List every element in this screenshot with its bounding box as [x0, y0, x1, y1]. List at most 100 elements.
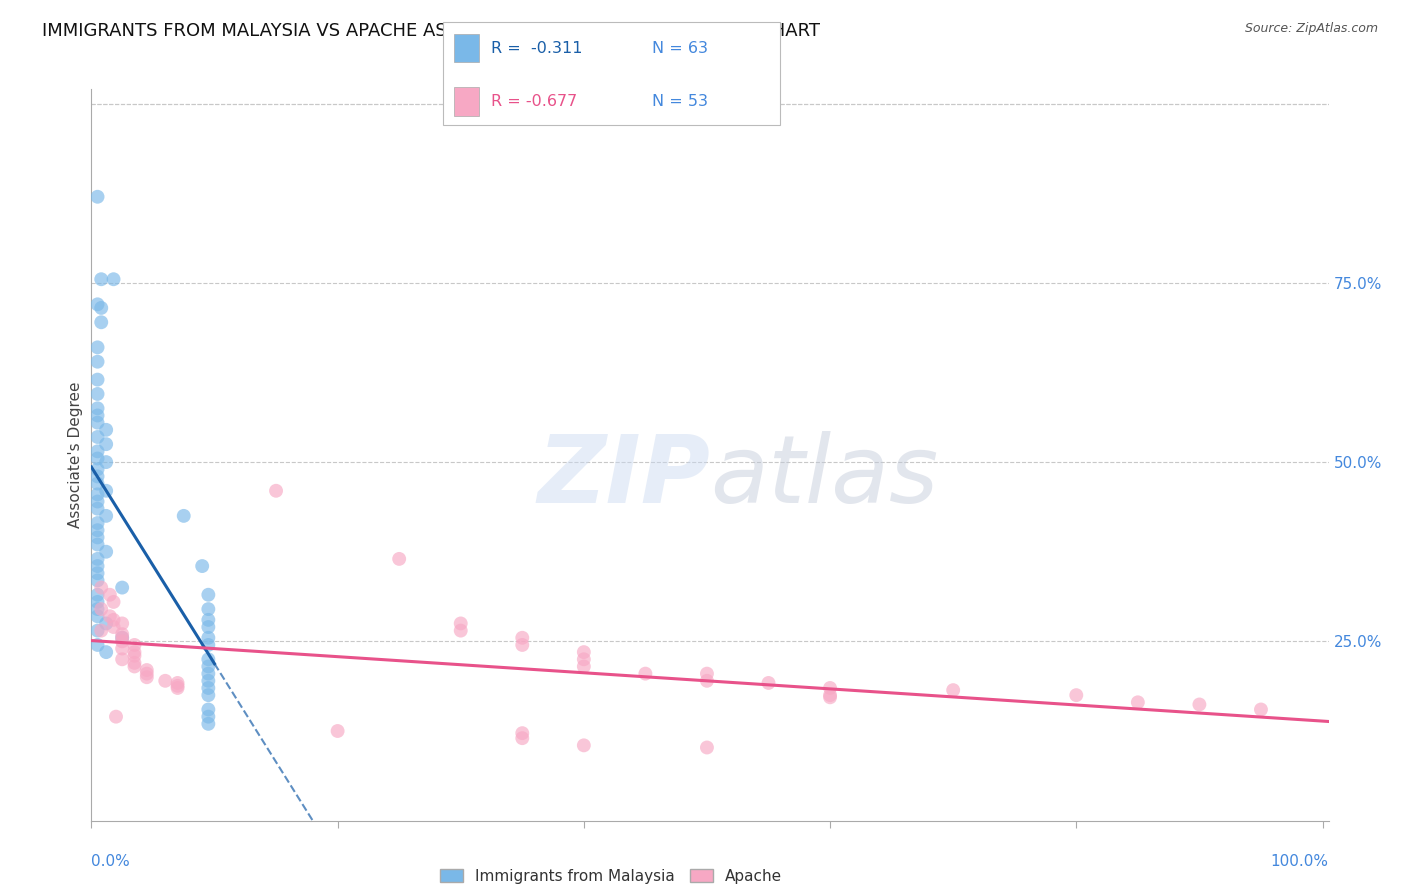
Point — [1188, 698, 1211, 712]
Point — [696, 666, 718, 681]
Point — [197, 631, 219, 645]
Point — [86, 559, 108, 574]
Point — [197, 588, 219, 602]
Point — [86, 574, 108, 588]
Point — [197, 681, 219, 695]
Point — [197, 716, 219, 731]
Legend: Immigrants from Malaysia, Apache: Immigrants from Malaysia, Apache — [433, 863, 789, 890]
Point — [86, 624, 108, 638]
Text: atlas: atlas — [710, 432, 938, 523]
Point — [86, 340, 108, 354]
Point — [86, 530, 108, 544]
Point — [86, 609, 108, 624]
Point — [388, 552, 411, 566]
Point — [197, 620, 219, 634]
Point — [86, 297, 108, 311]
Point — [86, 409, 108, 423]
Point — [86, 552, 108, 566]
Point — [197, 638, 219, 652]
Point — [96, 508, 118, 523]
Point — [111, 627, 134, 641]
Point — [103, 613, 125, 627]
Point — [86, 354, 108, 368]
Point — [197, 602, 219, 616]
Point — [86, 430, 108, 444]
Point — [696, 740, 718, 755]
Point — [86, 401, 108, 416]
Point — [166, 676, 188, 690]
Point — [86, 476, 108, 491]
Point — [634, 666, 657, 681]
Point — [86, 373, 108, 387]
Point — [103, 595, 125, 609]
Point — [111, 581, 134, 595]
Point — [90, 272, 112, 286]
Point — [105, 709, 128, 723]
Point — [124, 656, 146, 670]
Point — [696, 673, 718, 688]
Point — [86, 501, 108, 516]
Point — [124, 645, 146, 659]
Point — [111, 631, 134, 645]
Point — [572, 739, 595, 753]
Point — [135, 670, 157, 684]
Text: 100.0%: 100.0% — [1271, 854, 1329, 869]
Y-axis label: Associate's Degree: Associate's Degree — [67, 382, 83, 528]
Point — [86, 595, 108, 609]
Point — [98, 588, 121, 602]
Point — [450, 616, 472, 631]
Point — [155, 673, 177, 688]
Point — [510, 638, 533, 652]
Point — [1250, 702, 1272, 716]
Text: R =  -0.311: R = -0.311 — [491, 41, 582, 55]
Point — [166, 681, 188, 695]
Point — [197, 702, 219, 716]
Point — [96, 645, 118, 659]
Point — [135, 666, 157, 681]
Point — [86, 451, 108, 466]
Point — [90, 624, 112, 638]
Point — [96, 455, 118, 469]
Text: R = -0.677: R = -0.677 — [491, 95, 576, 109]
Point — [90, 581, 112, 595]
Point — [510, 726, 533, 740]
Point — [173, 508, 195, 523]
Point — [96, 545, 118, 559]
Point — [90, 602, 112, 616]
Point — [103, 620, 125, 634]
Point — [510, 731, 533, 746]
Point — [197, 673, 219, 688]
Point — [942, 683, 965, 698]
Point — [86, 387, 108, 401]
Point — [96, 483, 118, 498]
Point — [191, 559, 214, 574]
Point — [86, 516, 108, 530]
Point — [197, 709, 219, 723]
Point — [124, 638, 146, 652]
Point — [758, 676, 780, 690]
Point — [98, 609, 121, 624]
Point — [111, 652, 134, 666]
Point — [86, 588, 108, 602]
Point — [135, 663, 157, 677]
Point — [86, 444, 108, 458]
Point — [111, 631, 134, 645]
Point — [264, 483, 287, 498]
Point — [96, 437, 118, 451]
Point — [510, 631, 533, 645]
Text: ZIP: ZIP — [537, 431, 710, 523]
Point — [326, 724, 349, 739]
Point — [103, 272, 125, 286]
Point — [86, 190, 108, 204]
Point — [818, 690, 841, 705]
Point — [197, 613, 219, 627]
Point — [197, 666, 219, 681]
Point — [197, 652, 219, 666]
Point — [86, 494, 108, 508]
Point — [572, 659, 595, 673]
Point — [166, 679, 188, 693]
Text: N = 53: N = 53 — [652, 95, 709, 109]
Point — [96, 423, 118, 437]
Point — [124, 659, 146, 673]
Text: N = 63: N = 63 — [652, 41, 709, 55]
